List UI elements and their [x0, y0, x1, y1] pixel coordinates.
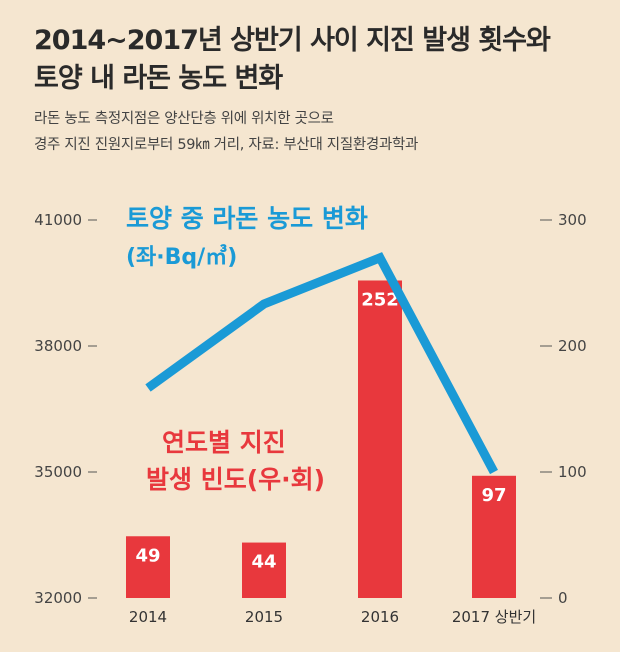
- right-tick-label: 0: [558, 589, 568, 607]
- left-tick-label: 35000: [34, 463, 82, 481]
- left-tick-label: 38000: [34, 337, 82, 355]
- right-tick-label: 300: [558, 211, 587, 229]
- category-label: 2014: [129, 608, 167, 626]
- left-axis: 41000 38000 35000 32000: [34, 211, 97, 607]
- bar: [472, 475, 516, 598]
- line-series-label-2: (좌·Bq/㎥): [126, 244, 237, 270]
- right-axis: 300 200 100 0: [540, 211, 587, 607]
- chart-subtitle: 라돈 농도 측정지점은 양산단층 위에 위치한 곳으로 경주 지진 진원지로부터…: [34, 106, 604, 158]
- bar: [242, 542, 286, 598]
- left-tick-label: 32000: [34, 589, 82, 607]
- radon-line: [145, 252, 498, 475]
- bar-value-label: 49: [135, 545, 160, 566]
- category-label: 2016: [361, 608, 399, 626]
- subtitle-line2: 경주 지진 진원지로부터 59㎞ 거리, 자료: 부산대 지질환경과학과: [34, 137, 419, 153]
- right-tick-label: 200: [558, 337, 587, 355]
- line-series-label-1: 토양 중 라돈 농도 변화: [126, 204, 368, 233]
- bar-value-label: 44: [251, 552, 276, 573]
- category-label: 2017 상반기: [452, 608, 536, 626]
- right-tick-label: 100: [558, 463, 587, 481]
- left-tick-label: 41000: [34, 211, 82, 229]
- chart-header: 2014~2017년 상반기 사이 지진 발생 횟수와 토양 내 라돈 농도 변…: [34, 22, 604, 158]
- chart-title-line2: 토양 내 라돈 농도 변화: [34, 63, 283, 94]
- bar: [358, 280, 402, 598]
- category-label: 2015: [245, 608, 283, 626]
- bar-value-label: 252: [361, 289, 399, 310]
- bar: [126, 536, 170, 598]
- bar-series-label-2: 발생 빈도(우·회): [146, 465, 325, 494]
- subtitle-line1: 라돈 농도 측정지점은 양산단층 위에 위치한 곳으로: [34, 111, 334, 127]
- chart-title-line1: 2014~2017년 상반기 사이 지진 발생 횟수와: [34, 25, 551, 56]
- bar-series: 49 44 252 97: [126, 280, 516, 598]
- category-axis: 2014 2015 2016 2017 상반기: [129, 608, 536, 626]
- bar-series-label-1: 연도별 지진: [162, 428, 286, 457]
- bar-value-label: 97: [481, 485, 506, 506]
